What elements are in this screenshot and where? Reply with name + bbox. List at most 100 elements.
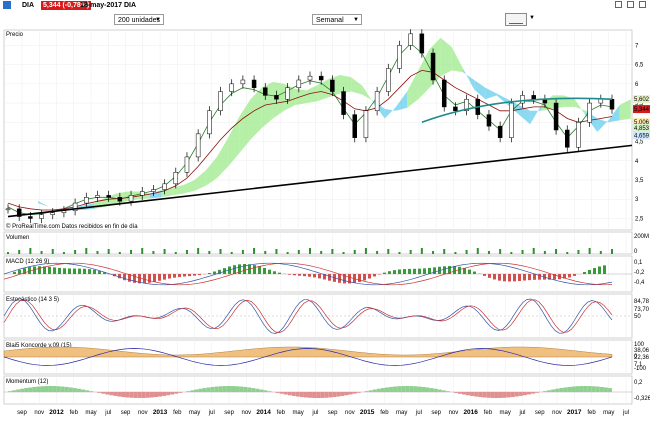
candle bbox=[520, 95, 525, 104]
momentum-bar bbox=[162, 392, 167, 396]
x-tick-label: may bbox=[189, 410, 200, 416]
macd-bar bbox=[158, 274, 161, 281]
volume-bar bbox=[353, 250, 356, 254]
momentum-bar bbox=[44, 386, 49, 392]
ichimoku-cloud bbox=[161, 187, 173, 198]
momentum-bar bbox=[470, 392, 475, 396]
x-tick-label: 2017 bbox=[567, 409, 582, 416]
ichimoku-cloud bbox=[172, 185, 184, 196]
momentum-bar bbox=[210, 386, 215, 392]
x-tick-label: sep bbox=[535, 410, 545, 416]
blai5-badge: 38,06 bbox=[634, 348, 650, 354]
macd-bar bbox=[133, 274, 136, 283]
momentum-bar bbox=[356, 392, 361, 393]
candle bbox=[386, 68, 391, 92]
volume-bar bbox=[342, 252, 345, 254]
x-tick-label: feb bbox=[70, 410, 79, 416]
candle bbox=[285, 87, 290, 100]
chart-type-button[interactable] bbox=[505, 13, 527, 26]
volume-bar bbox=[152, 251, 155, 254]
ichimoku-cloud bbox=[485, 87, 497, 100]
momentum-bar bbox=[421, 386, 426, 392]
signal-line bbox=[3, 262, 613, 286]
volume-bar bbox=[264, 251, 267, 254]
y-tick-label: 3,5 bbox=[635, 178, 644, 184]
volume-bar bbox=[197, 248, 200, 254]
momentum-bar bbox=[567, 386, 572, 392]
volume-bar bbox=[230, 252, 233, 254]
price-badge-label: 4,659 bbox=[634, 133, 650, 139]
macd-bar bbox=[268, 269, 271, 274]
panel-momentum bbox=[3, 375, 633, 405]
panel-price bbox=[3, 29, 633, 231]
volume-bar bbox=[297, 250, 300, 254]
volume-bar bbox=[588, 248, 591, 254]
volume-bar bbox=[51, 249, 54, 254]
x-tick-label: sep bbox=[17, 410, 27, 416]
close-icon[interactable] bbox=[639, 1, 646, 8]
ticker-symbol: DIA bbox=[22, 2, 35, 9]
candle bbox=[397, 45, 402, 69]
volume-bar bbox=[364, 248, 367, 254]
x-tick-label: jul bbox=[622, 410, 629, 416]
macd-bar bbox=[368, 274, 371, 279]
ichimoku-cloud bbox=[362, 85, 374, 104]
volume-bar bbox=[118, 252, 121, 254]
volume-bar bbox=[219, 249, 222, 254]
candle bbox=[486, 114, 492, 127]
momentum-bar bbox=[607, 388, 612, 392]
volume-bar bbox=[376, 251, 379, 254]
macd-bar bbox=[43, 266, 46, 274]
macd-bar bbox=[548, 274, 551, 280]
period-select[interactable]: Semanal ▼ bbox=[312, 14, 362, 25]
candle bbox=[151, 189, 156, 192]
dropdown-arrow-icon[interactable]: ▼ bbox=[529, 15, 535, 21]
volume-bar bbox=[420, 248, 423, 254]
macd-bar bbox=[253, 265, 256, 274]
candle bbox=[195, 133, 201, 158]
minimize-icon[interactable] bbox=[615, 1, 622, 8]
momentum-bar bbox=[36, 386, 41, 392]
macd-bar bbox=[413, 268, 416, 274]
momentum-bar bbox=[453, 392, 458, 393]
candle bbox=[318, 75, 324, 81]
ichimoku-cloud bbox=[351, 77, 363, 95]
momentum-bar bbox=[482, 392, 487, 398]
volume-bar bbox=[241, 250, 244, 254]
momentum-bar bbox=[218, 386, 223, 392]
maximize-icon[interactable] bbox=[627, 1, 634, 8]
macd-bar bbox=[303, 274, 306, 277]
macd-bar bbox=[293, 274, 296, 276]
macd-bar bbox=[468, 269, 471, 274]
macd-bar bbox=[63, 268, 66, 274]
macd-bar bbox=[73, 268, 76, 274]
volume-bar bbox=[208, 251, 211, 254]
momentum-bar bbox=[64, 386, 69, 392]
panel-label-price: Precio bbox=[6, 32, 24, 38]
momentum-bar bbox=[283, 392, 288, 395]
candle bbox=[441, 79, 447, 108]
volume-bar bbox=[510, 252, 513, 254]
momentum-bar bbox=[68, 387, 73, 392]
candle bbox=[363, 110, 369, 138]
volume-bar bbox=[465, 250, 468, 254]
momentum-bar bbox=[125, 392, 130, 398]
momentum-bar bbox=[206, 387, 211, 392]
units-select[interactable]: 200 unidades ▼ bbox=[114, 14, 164, 25]
macd-bar bbox=[208, 272, 211, 274]
macd-bar bbox=[103, 272, 106, 274]
macd-bar bbox=[338, 274, 341, 283]
candle bbox=[207, 110, 212, 135]
candle bbox=[341, 91, 346, 115]
momentum-bar bbox=[328, 392, 333, 398]
macd-bar bbox=[273, 271, 276, 274]
macd-bar bbox=[263, 267, 266, 274]
macd-bar bbox=[163, 274, 166, 280]
volume-bar bbox=[499, 249, 502, 254]
macd-bar bbox=[343, 274, 346, 284]
macd-bar bbox=[138, 274, 141, 284]
momentum-bar bbox=[133, 392, 138, 398]
ichimoku-cloud bbox=[574, 99, 587, 117]
macd-bar bbox=[33, 266, 36, 274]
momentum-bar bbox=[474, 392, 479, 397]
